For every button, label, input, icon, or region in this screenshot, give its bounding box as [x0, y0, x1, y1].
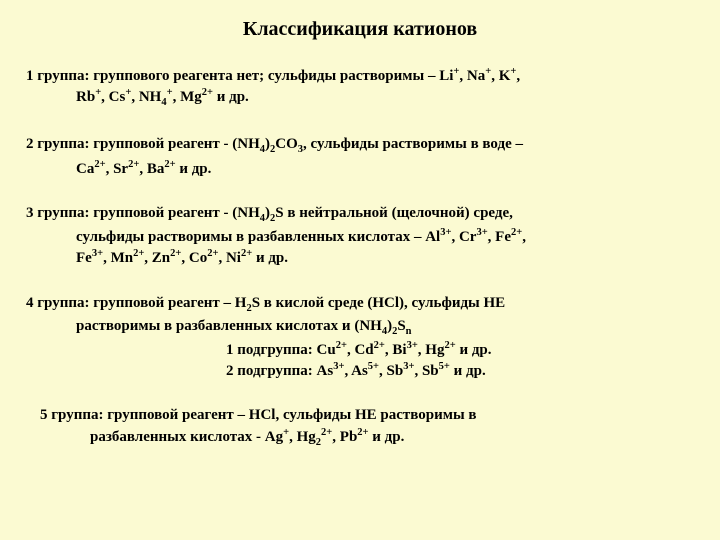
g5-line1: 5 группа: групповой реагент – HCl, сульф…	[40, 407, 477, 423]
group-4: 4 группа: групповой реагент – H2S в кисл…	[26, 293, 694, 382]
g2-prefix: 2 группа: групповой реагент - (NH	[26, 136, 260, 152]
g1-line2: Rb+, Cs+, NH4+, Mg2+ и др.	[26, 86, 694, 110]
page-title: Классификация катионов	[26, 18, 694, 41]
g4-line2: растворимы в разбавленных кислотах и (NH…	[26, 316, 694, 339]
group-2: 2 группа: групповой реагент - (NH4)2CO3,…	[26, 134, 694, 178]
g1-ions: +, Na+, K+,	[453, 68, 520, 84]
group-1: 1 группа: группового реагента нет; сульф…	[26, 65, 694, 110]
g4-sub1: 1 подгруппа: Cu2+, Cd2+, Bi3+, Hg2+ и др…	[26, 339, 694, 360]
g1-prefix: 1 группа: группового реагента нет; сульф…	[26, 68, 453, 84]
g2-mid: 4)2CO3, сульфиды растворимы в воде –	[260, 136, 523, 152]
g3-prefix: 3 группа: групповой реагент - (NH	[26, 205, 260, 221]
g3-line2: сульфиды растворимы в разбавленных кисло…	[26, 226, 694, 247]
group-5: 5 группа: групповой реагент – HCl, сульф…	[26, 405, 694, 449]
g3-line3: Fe3+, Mn2+, Zn2+, Co2+, Ni2+ и др.	[26, 247, 694, 268]
g5-line2: разбавленных кислотах - Ag+, Hg22+, Pb2+…	[40, 426, 694, 450]
g4-prefix: 4 группа: групповой реагент – H	[26, 295, 246, 311]
group-3: 3 группа: групповой реагент - (NH4)2S в …	[26, 203, 694, 269]
g4-sub2: 2 подгруппа: As3+, As5+, Sb3+, Sb5+ и др…	[26, 360, 694, 381]
g2-line2: Ca2+, Sr2+, Ba2+ и др.	[26, 158, 694, 179]
g3-mid: 4)2S в нейтральной (щелочной) среде,	[260, 205, 513, 221]
g4-mid: 2S в кислой среде (HCl), сульфиды НЕ	[246, 295, 505, 311]
